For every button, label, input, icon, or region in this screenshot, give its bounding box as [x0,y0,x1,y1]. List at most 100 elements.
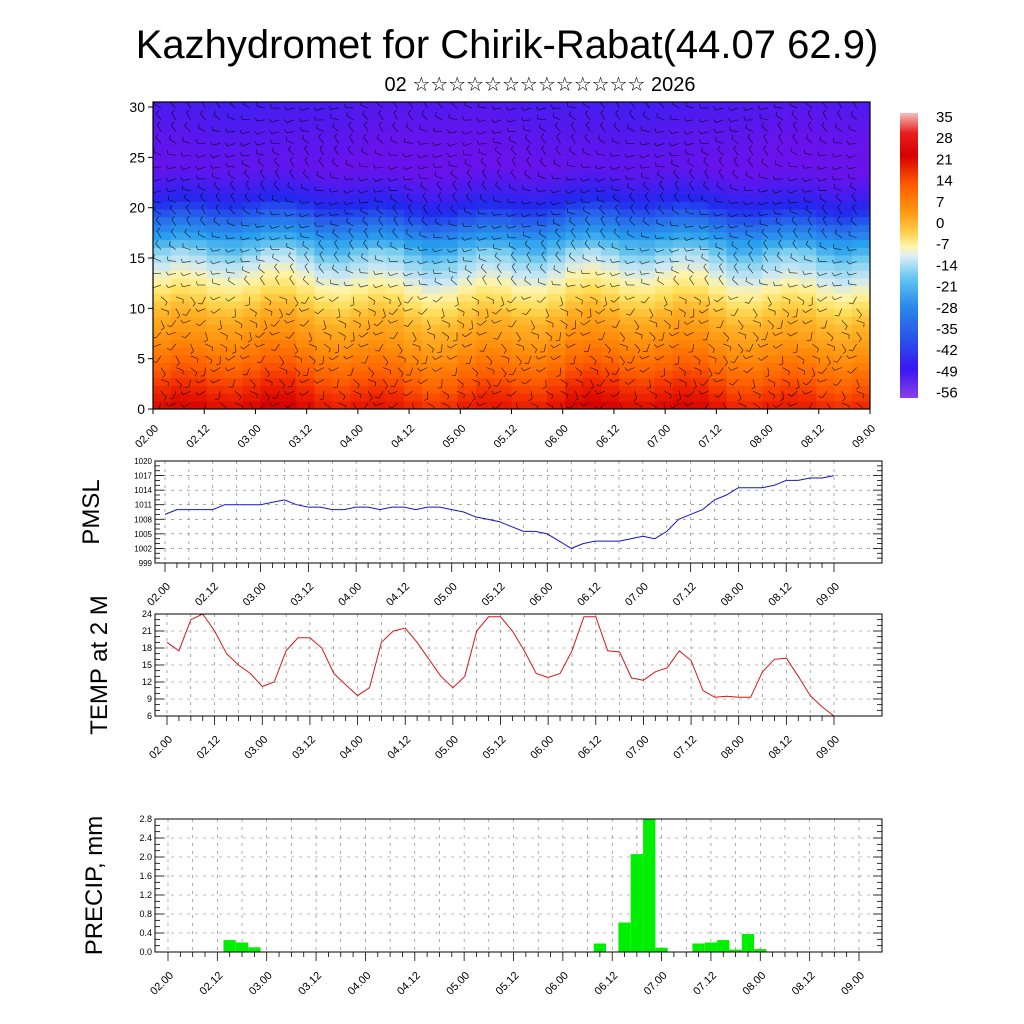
heatmap-cell [242,125,262,134]
heatmap-cell [170,178,190,188]
heatmap-cell [475,385,495,395]
heatmap-cell [636,362,656,372]
wind-barb-flag [492,300,495,305]
wind-barb-flag [350,339,355,342]
heatmap-cell [762,232,781,241]
heatmap-cell [583,316,602,326]
wind-barb-flag [450,205,453,210]
wind-barb [629,113,635,121]
y-tick-label: 10 [129,300,145,316]
heatmap-cell [529,301,548,310]
wind-barb-flag [423,398,428,401]
wind-barb-flag [387,177,391,182]
heatmap-cell [619,278,638,287]
heatmap-cell [511,247,531,257]
wind-barb [658,208,665,215]
wind-barb [478,152,487,156]
heatmap-cell [601,194,620,203]
heatmap-cell [403,316,423,326]
y-tick-label: 2.0 [139,852,152,862]
wind-barb [820,296,828,302]
heatmap-cell [350,263,369,272]
wind-barb-flag [200,375,205,377]
wind-barb-flag [802,309,806,313]
heatmap-cell [762,163,781,172]
wind-barb [169,102,177,109]
wind-barb-flag [816,283,820,288]
wind-barb-flag [855,386,860,390]
wind-barb [596,190,606,192]
heatmap-cell [654,270,674,280]
heatmap-cell [421,316,441,326]
wind-barb [567,212,576,215]
heatmap-cell [601,217,620,226]
wind-barb [348,231,354,239]
wind-barb [331,355,339,361]
heatmap-cell [224,132,244,141]
wind-barb [437,102,443,109]
heatmap-cell [350,293,369,303]
wind-barb [641,261,650,265]
heatmap-cell [386,209,405,218]
heatmap-cell [439,209,459,218]
wind-barb-flag [155,240,159,244]
wind-barb [316,127,324,132]
heatmap-cell [619,232,638,241]
heatmap-cell [493,324,513,333]
wind-barb-flag [817,298,821,302]
y-axis-title: TEMP at 2 M [86,595,113,735]
heatmap-cell [672,155,692,164]
wind-barb-flag [747,157,751,161]
wind-barb-flag [788,162,790,167]
heatmap-cell [672,171,692,180]
heatmap-cell [852,378,870,387]
wind-barb [182,246,191,250]
wind-barb [708,296,710,305]
wind-barb-flag [254,223,258,228]
heatmap-cell [690,109,710,118]
heatmap-cell [278,125,298,134]
wind-barb [821,231,828,239]
wind-barb-flag [447,345,451,349]
wind-barb [288,331,295,339]
wind-barb-flag [466,169,470,173]
wind-barb [170,124,177,132]
heatmap-cell [493,378,513,387]
heatmap-cell [493,263,513,272]
wind-barb-flag [462,150,465,155]
wind-barb [478,258,487,262]
wind-barb [303,172,310,180]
heatmap-cell [475,209,495,218]
heatmap-cell [170,286,190,295]
wind-barb [204,367,206,376]
wind-barb-flag [403,244,406,249]
wind-barb-flag [393,102,394,103]
heatmap-cell [170,385,190,395]
heatmap-cell [439,393,459,402]
wind-barb [301,379,310,384]
wind-barb [175,367,184,371]
wind-barb [539,296,547,303]
wind-barb [171,112,177,120]
wind-barb-flag [329,407,331,409]
heatmap-cell [439,270,459,280]
heatmap-cell [852,401,870,409]
wind-barb-flag [581,198,583,203]
heatmap-cell [439,347,459,356]
x-tick-label: 08.00 [740,970,768,998]
wind-barb-flag [284,106,287,111]
wind-barb [508,107,517,111]
heatmap-cell [350,171,369,180]
wind-barb-flag [155,216,159,220]
wind-barb-flag [761,228,764,233]
heatmap-cell [368,217,387,226]
wind-barb [464,104,472,109]
wind-barb-flag [284,225,287,229]
wind-barb [167,153,176,156]
heatmap-cell [601,370,620,379]
wind-barb [242,249,250,253]
wind-barb [435,296,443,303]
wind-barb-flag [669,151,672,156]
wind-barb [212,236,221,239]
wind-barb-flag [316,124,318,129]
